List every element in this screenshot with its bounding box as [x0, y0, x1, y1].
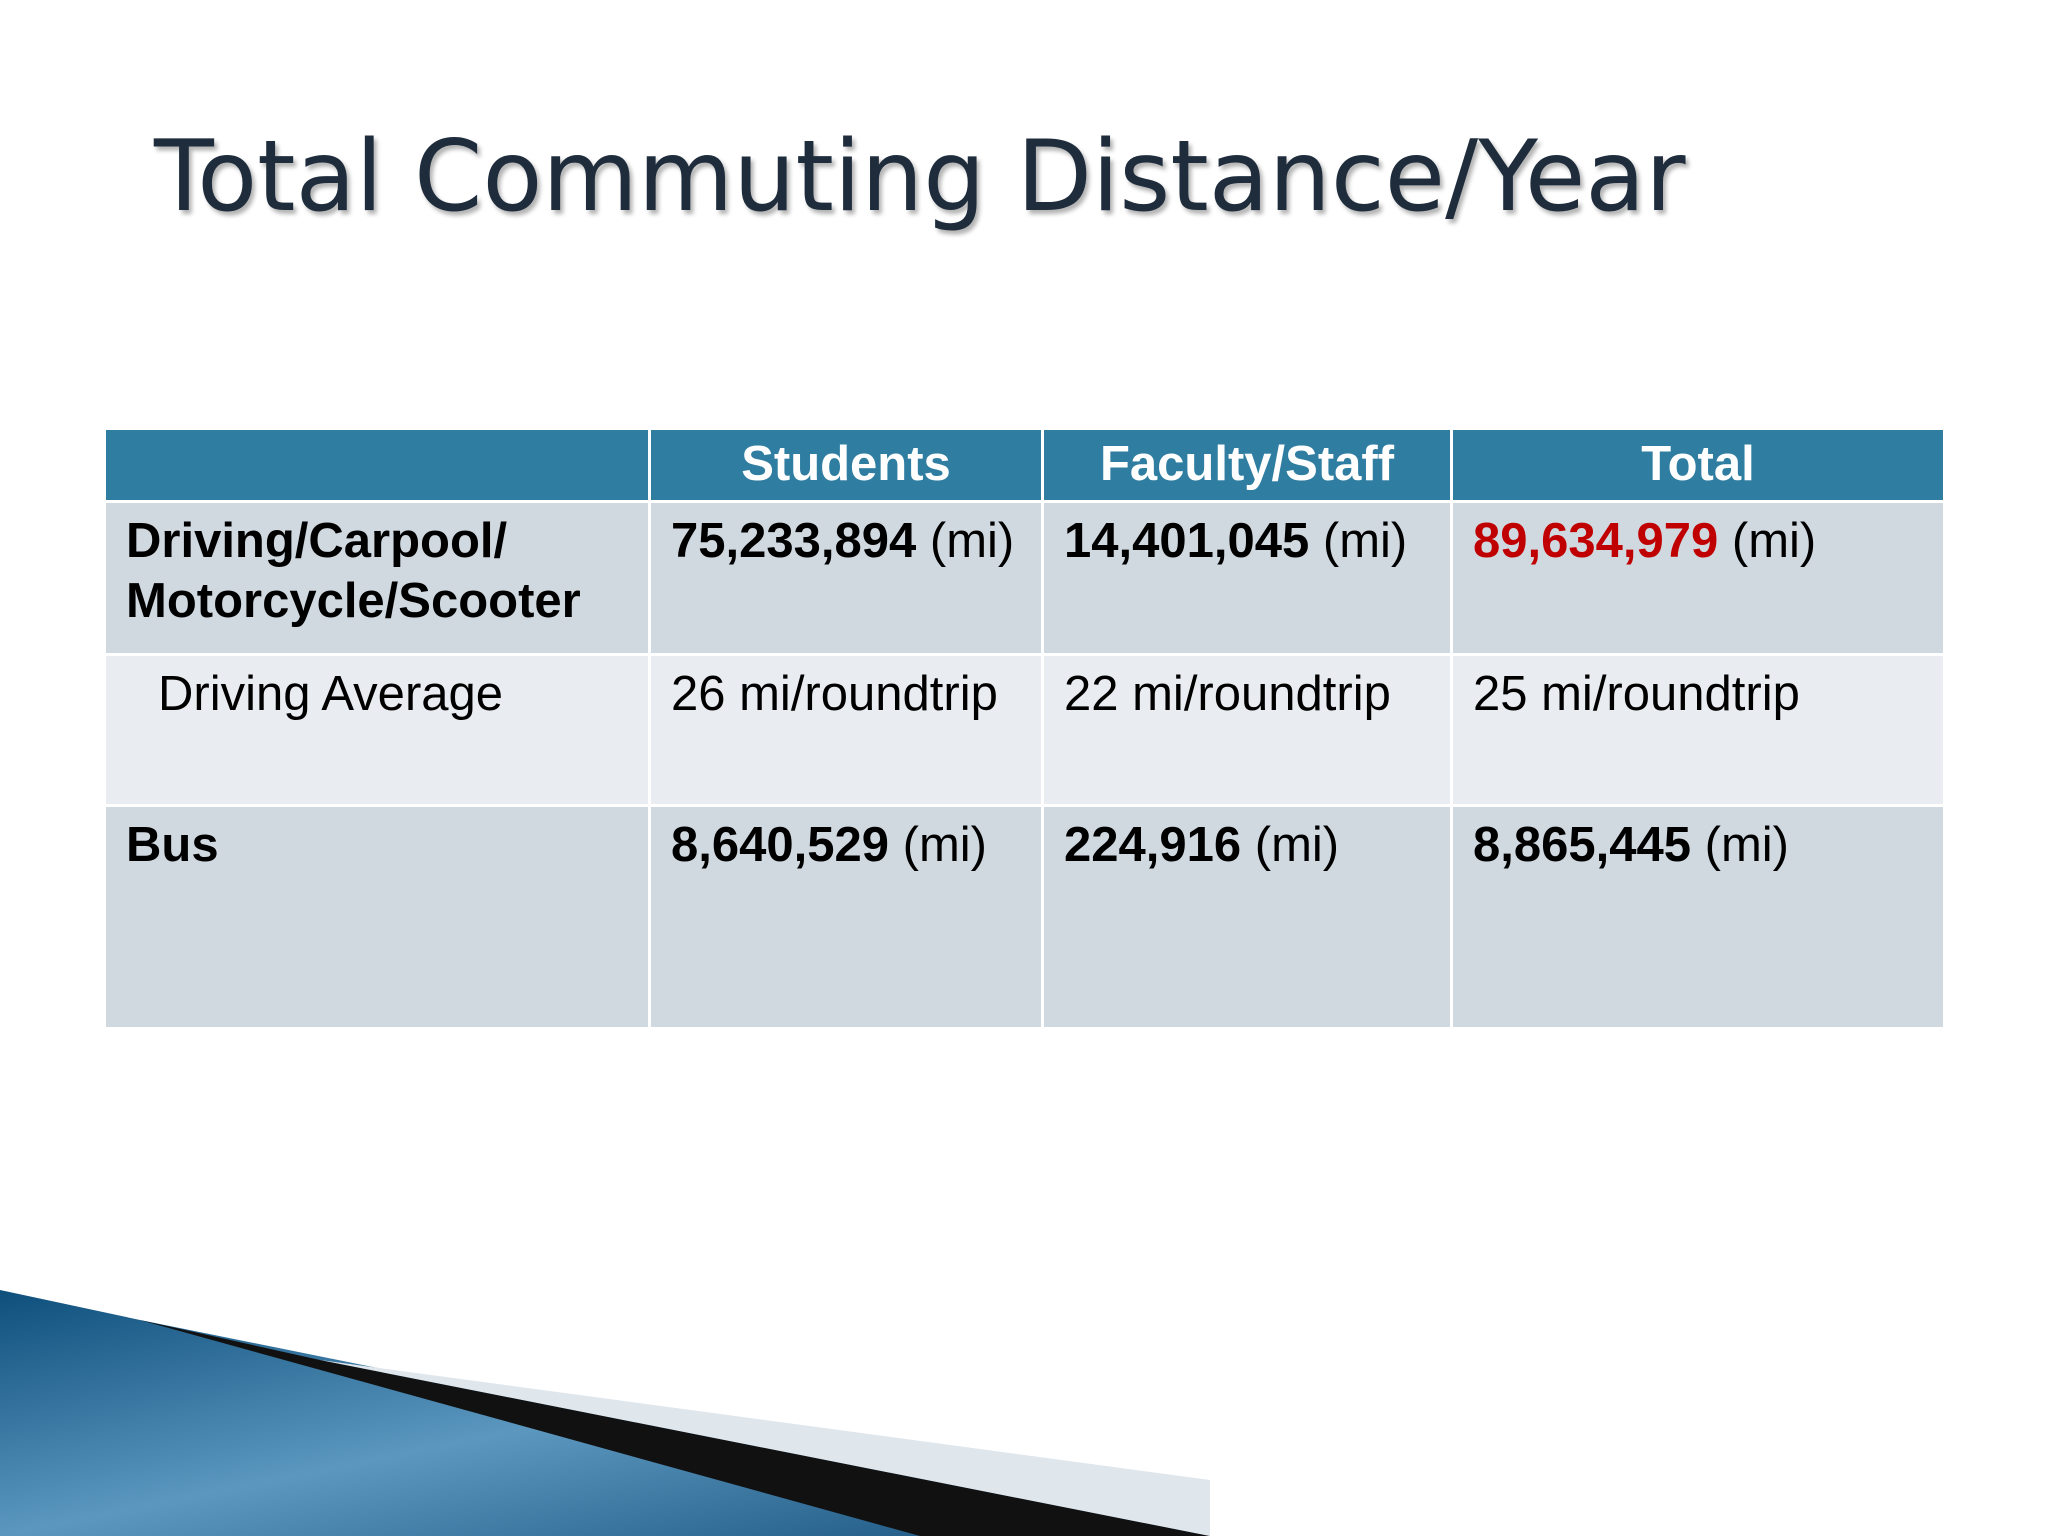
header-text: Total: [1641, 437, 1755, 491]
header-cell: Faculty/Staff: [1041, 427, 1453, 503]
data-cell: 8,865,445 (mi): [1450, 804, 1946, 1030]
cell-unit: (mi): [1322, 514, 1408, 568]
row-label-cell: Bus: [103, 804, 651, 1030]
table-row: Driving/Carpool/ Motorcycle/Scooter 75,23…: [103, 500, 1946, 656]
data-table: Students Faculty/Staff Total Driving/Carpo…: [103, 427, 1946, 1030]
data-cell: 75,233,894 (mi): [648, 500, 1044, 656]
cell-text: 22 mi/roundtrip: [1064, 667, 1391, 721]
cell-unit: (mi): [1704, 818, 1789, 872]
header-text: Faculty/Staff: [1099, 437, 1395, 491]
cell-unit: (mi): [902, 818, 987, 872]
table-row: Driving Average 26 mi/roundtrip 22 mi/roun…: [103, 653, 1946, 807]
cell-text: 26 mi/roundtrip: [671, 667, 998, 721]
header-cell: Total: [1450, 427, 1946, 503]
data-cell: 8,640,529 (mi): [648, 804, 1044, 1030]
cell-value: 14,401,045: [1064, 514, 1310, 568]
data-cell: 26 mi/roundtrip: [648, 653, 1044, 807]
swoosh-blue: [0, 1290, 1210, 1536]
cell-value: 89,634,979: [1473, 514, 1719, 568]
cell-text: 25 mi/roundtrip: [1473, 667, 1800, 721]
cell-value: 8,865,445: [1473, 818, 1691, 872]
cell-unit: (mi): [1731, 514, 1817, 568]
data-cell: 224,916 (mi): [1041, 804, 1453, 1030]
cell-value: 224,916: [1064, 818, 1242, 872]
data-cell: 89,634,979 (mi): [1450, 500, 1946, 656]
row-label: Bus: [126, 818, 219, 872]
row-label: Driving/Carpool/ Motorcycle/Scooter: [126, 514, 581, 628]
row-label-cell: Driving Average: [103, 653, 651, 807]
table-body: Driving/Carpool/ Motorcycle/Scooter 75,23…: [103, 500, 1946, 1030]
row-label: Driving Average: [158, 667, 504, 721]
cell-value: 75,233,894: [671, 514, 917, 568]
data-cell: 22 mi/roundtrip: [1041, 653, 1453, 807]
header-row: Students Faculty/Staff Total: [103, 427, 1946, 503]
row-label-cell: Driving/Carpool/ Motorcycle/Scooter: [103, 500, 651, 656]
header-cell: Students: [648, 427, 1044, 503]
data-cell: 25 mi/roundtrip: [1450, 653, 1946, 807]
data-cell: 14,401,045 (mi): [1041, 500, 1453, 656]
swoosh-light: [320, 1360, 1210, 1536]
cell-unit: (mi): [929, 514, 1015, 568]
slide-title: Total Commuting Distance/Year: [154, 120, 1686, 234]
cell-unit: (mi): [1254, 818, 1340, 872]
table-row: Bus 8,640,529 (mi) 224,916 (mi) 8,865,445 (…: [103, 804, 1946, 1030]
cell-value: 8,640,529: [671, 818, 889, 872]
header-cell: [103, 427, 651, 503]
header-text: Students: [741, 437, 951, 491]
